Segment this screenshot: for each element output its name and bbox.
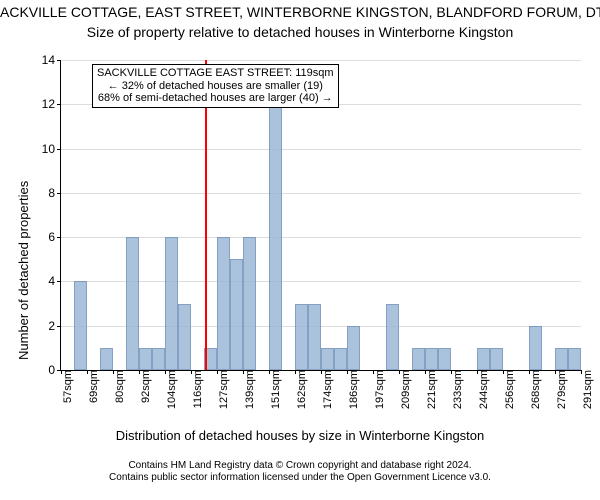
xtick-label: 186sqm: [344, 370, 360, 409]
footer-line-1: Contains HM Land Registry data © Crown c…: [0, 460, 600, 472]
gridline: [61, 193, 581, 194]
bar: [126, 237, 139, 370]
xtick-label: 244sqm: [474, 370, 490, 409]
chart-root: ACKVILLE COTTAGE, EAST STREET, WINTERBOR…: [0, 0, 600, 500]
bar: [412, 348, 425, 370]
xtick-label: 57sqm: [58, 370, 74, 403]
ytick-label: 14: [42, 53, 61, 67]
y-axis-label: Number of detached properties: [16, 181, 31, 360]
footer-line-2: Contains public sector information licen…: [0, 472, 600, 484]
xtick-label: 256sqm: [500, 370, 516, 409]
gridline: [61, 149, 581, 150]
annotation-box: SACKVILLE COTTAGE EAST STREET: 119sqm← 3…: [92, 64, 339, 108]
footer-attribution: Contains HM Land Registry data © Crown c…: [0, 460, 600, 484]
bar: [139, 348, 152, 370]
xtick-label: 162sqm: [292, 370, 308, 409]
bar: [243, 237, 256, 370]
bar: [100, 348, 113, 370]
xtick-label: 279sqm: [552, 370, 568, 409]
bar: [165, 237, 178, 370]
xtick-label: 291sqm: [578, 370, 594, 409]
address-title: ACKVILLE COTTAGE, EAST STREET, WINTERBOR…: [0, 4, 600, 20]
bar: [386, 304, 399, 370]
xtick-label: 233sqm: [448, 370, 464, 409]
xtick-label: 127sqm: [214, 370, 230, 409]
x-axis-label: Distribution of detached houses by size …: [0, 428, 600, 443]
bar: [425, 348, 438, 370]
bar: [308, 304, 321, 370]
ytick-label: 2: [48, 319, 61, 333]
bar: [555, 348, 568, 370]
gridline: [61, 326, 581, 327]
bar: [568, 348, 581, 370]
xtick-label: 69sqm: [84, 370, 100, 403]
gridline: [61, 237, 581, 238]
bar: [490, 348, 503, 370]
ytick-label: 12: [42, 97, 61, 111]
bar: [438, 348, 451, 370]
bar: [269, 82, 282, 370]
ytick-label: 6: [48, 230, 61, 244]
xtick-label: 139sqm: [240, 370, 256, 409]
bar: [477, 348, 490, 370]
bar: [178, 304, 191, 370]
chart-subtitle: Size of property relative to detached ho…: [0, 24, 600, 40]
bar: [230, 259, 243, 370]
ytick-label: 8: [48, 186, 61, 200]
bar: [529, 326, 542, 370]
bar: [295, 304, 308, 370]
xtick-label: 104sqm: [162, 370, 178, 409]
xtick-label: 268sqm: [526, 370, 542, 409]
bar: [217, 237, 230, 370]
xtick-label: 151sqm: [266, 370, 282, 409]
xtick-label: 197sqm: [370, 370, 386, 409]
bar: [152, 348, 165, 370]
gridline: [61, 281, 581, 282]
ytick-label: 4: [48, 274, 61, 288]
xtick-label: 80sqm: [110, 370, 126, 403]
annotation-line: ← 32% of detached houses are smaller (19…: [97, 80, 334, 93]
xtick-label: 116sqm: [188, 370, 204, 408]
annotation-line: SACKVILLE COTTAGE EAST STREET: 119sqm: [97, 67, 334, 80]
gridline: [61, 60, 581, 61]
bar: [321, 348, 334, 370]
xtick-label: 221sqm: [422, 370, 438, 409]
annotation-line: 68% of semi-detached houses are larger (…: [97, 92, 334, 105]
xtick-label: 92sqm: [136, 370, 152, 403]
bar: [74, 281, 87, 370]
ytick-label: 10: [42, 142, 61, 156]
xtick-label: 209sqm: [396, 370, 412, 409]
bar: [334, 348, 347, 370]
bar: [347, 326, 360, 370]
xtick-label: 174sqm: [318, 370, 334, 409]
